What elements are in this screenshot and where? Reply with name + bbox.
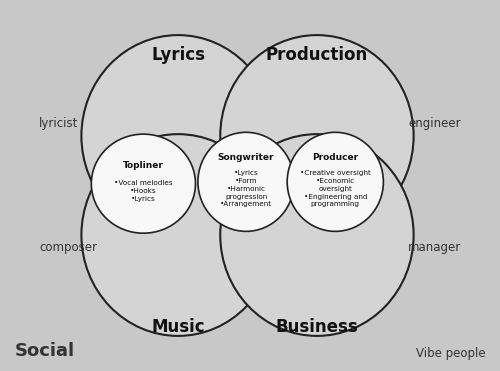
Text: •Lyrics
•Form
•Harmonic
progression
•Arrangement: •Lyrics •Form •Harmonic progression •Arr…: [220, 171, 272, 207]
Text: lyricist: lyricist: [40, 116, 78, 129]
Text: Vibe people: Vibe people: [416, 347, 486, 360]
Text: Topliner: Topliner: [123, 161, 164, 170]
Ellipse shape: [287, 132, 384, 232]
Ellipse shape: [82, 35, 275, 237]
Text: Producer: Producer: [312, 154, 358, 162]
Text: Business: Business: [276, 318, 358, 336]
Text: engineer: engineer: [408, 116, 461, 129]
Text: Songwriter: Songwriter: [218, 154, 274, 162]
Ellipse shape: [198, 132, 294, 232]
Ellipse shape: [220, 134, 414, 336]
Text: Social: Social: [14, 342, 74, 360]
Ellipse shape: [82, 134, 275, 336]
Text: composer: composer: [40, 242, 98, 255]
Text: manager: manager: [408, 242, 461, 255]
Ellipse shape: [92, 134, 196, 233]
Text: Production: Production: [266, 46, 368, 64]
Text: •Vocal melodies
•Hooks
•Lyrics: •Vocal melodies •Hooks •Lyrics: [114, 180, 172, 201]
Text: Music: Music: [152, 318, 205, 336]
Text: Lyrics: Lyrics: [151, 46, 205, 64]
Ellipse shape: [220, 35, 414, 237]
Text: •Creative oversight
•Economic
oversight
•Engineering and
programming: •Creative oversight •Economic oversight …: [300, 171, 370, 207]
